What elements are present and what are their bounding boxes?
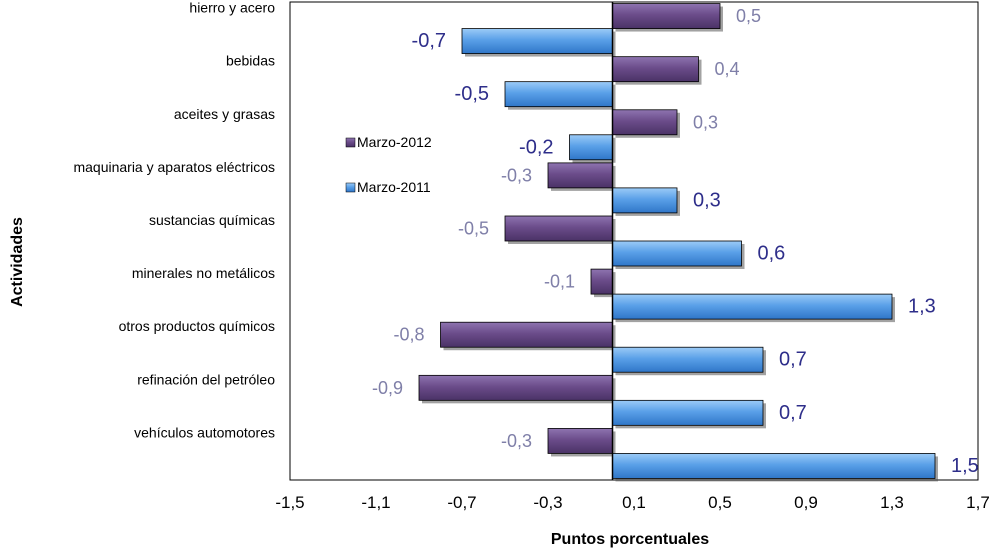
x-tick-label: -0,7 (447, 493, 476, 512)
legend-swatch-marzo-2011 (345, 182, 356, 193)
data-label: -0,5 (458, 219, 489, 239)
bar-marzo-2011 (504, 81, 613, 108)
x-tick-labels-group: -1,5 -1,1 -0,7 -0,3 0,1 0,5 0,9 1,3 1,7 (275, 493, 989, 512)
data-label: -0,2 (519, 136, 553, 158)
bar-marzo-2012 (612, 56, 699, 83)
bar-marzo-2011 (612, 240, 742, 267)
data-label: 0,6 (758, 243, 786, 265)
data-label: 0,4 (715, 59, 740, 79)
data-label: -0,8 (393, 325, 424, 345)
category-label: vehículos automotores (134, 424, 275, 440)
data-label: -0,3 (501, 431, 532, 451)
bar-marzo-2011 (461, 28, 613, 54)
legend: Marzo-2012 Marzo-2011 (345, 134, 432, 195)
data-label: -0,5 (455, 83, 489, 105)
data-label: 0,3 (693, 112, 718, 132)
category-label: sustancias químicas (149, 212, 275, 228)
data-label: 0,3 (693, 189, 721, 211)
x-tick-label: 0,9 (794, 493, 818, 512)
data-label: -0,1 (544, 272, 575, 292)
bar-marzo-2011 (612, 346, 764, 373)
x-tick-label: -1,5 (275, 493, 304, 512)
bar-marzo-2011 (612, 187, 678, 214)
x-tick-label: 0,1 (622, 493, 646, 512)
category-label: minerales no metálicos (132, 265, 275, 281)
category-label: maquinaria y aparatos eléctricos (73, 159, 275, 175)
x-axis-title: Puntos porcentuales (551, 531, 709, 548)
data-label: 0,7 (779, 349, 807, 371)
bar-marzo-2012 (504, 215, 613, 242)
data-label: 1,5 (951, 455, 979, 477)
bar-marzo-2012 (418, 374, 613, 401)
bar-marzo-2011 (569, 134, 613, 161)
bar-marzo-2012 (440, 321, 613, 348)
data-label: 1,3 (908, 296, 936, 318)
x-tick-label: -1,1 (361, 493, 390, 512)
y-axis-title: Actividades (9, 217, 26, 307)
x-tick-label: 0,5 (708, 493, 732, 512)
bars-group (418, 3, 938, 482)
data-label: 0,7 (779, 402, 807, 424)
bar-marzo-2012 (547, 162, 613, 189)
x-tick-label: 1,7 (966, 493, 990, 512)
bar-marzo-2012 (590, 268, 613, 295)
legend-label-marzo-2012: Marzo-2012 (357, 134, 432, 150)
bar-marzo-2011 (612, 453, 936, 479)
bar-marzo-2012 (612, 109, 678, 136)
data-label: -0,9 (372, 378, 403, 398)
bar-marzo-2011 (612, 399, 764, 426)
category-label: refinación del petróleo (137, 371, 275, 387)
data-labels-group: 0,5 -0,7 0,4 -0,5 0,3 -0,2 -0,3 0,3 -0,5 0,6 -0,1 1… (372, 6, 979, 477)
category-label: bebidas (226, 53, 275, 69)
bar-marzo-2012 (547, 428, 613, 454)
legend-label-marzo-2011: Marzo-2011 (357, 179, 431, 195)
category-label: hierro y acero (189, 0, 275, 16)
x-tick-label: 1,3 (880, 493, 904, 512)
bar-marzo-2012 (612, 3, 721, 29)
x-tick-label: -0,3 (533, 493, 562, 512)
category-label: otros productos químicos (119, 318, 275, 334)
legend-swatch-marzo-2012 (345, 137, 356, 148)
data-label: -0,3 (501, 165, 532, 185)
bar-marzo-2011 (612, 293, 893, 320)
data-label: 0,5 (736, 6, 761, 26)
data-label: -0,7 (412, 30, 446, 52)
category-label: aceites y grasas (174, 106, 275, 122)
category-labels-group: hierro y acero bebidas aceites y grasas maq… (73, 0, 275, 440)
